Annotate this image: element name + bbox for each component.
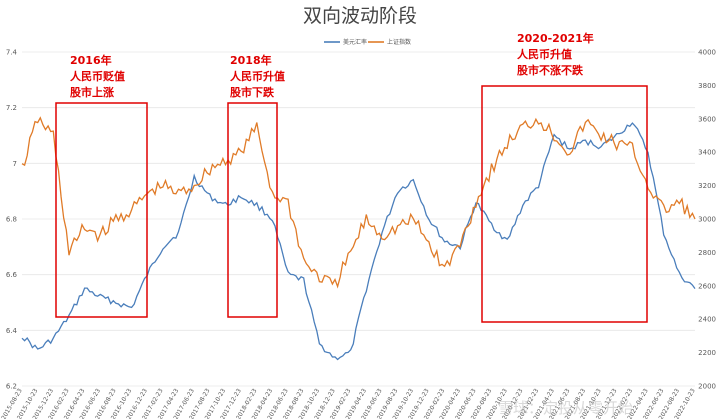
right-y-axis: 2000 2200 2400 2600 2800 3000 3200 3400 3600 3800…	[698, 49, 716, 391]
right-tick-label: 3000	[698, 216, 716, 224]
annotation-2016-year: 2016年	[70, 53, 112, 67]
left-tick-label: 7.4	[6, 49, 18, 57]
watermark: 雪球：定投从零开始	[498, 399, 633, 417]
left-y-axis: 6.2 6.4 6.6 6.8 7 7.2 7.4	[6, 49, 18, 391]
left-tick-label: 7.2	[6, 104, 17, 112]
left-tick-label: 6.6	[6, 271, 18, 279]
right-tick-label: 2200	[698, 349, 716, 357]
grid-layer	[22, 51, 695, 387]
legend: 美元汇率 上证指数	[324, 38, 411, 46]
right-tick-label: 2000	[698, 383, 716, 391]
highlight-box-2016	[55, 102, 148, 318]
left-tick-label: 6.8	[6, 216, 17, 224]
annotation-2020-currency: 人民币升值	[517, 47, 572, 61]
right-tick-label: 3600	[698, 115, 716, 123]
annotation-2020-stock: 股市不涨不跌	[517, 63, 584, 77]
left-tick-label: 7	[13, 160, 17, 168]
annotation-2020-year: 2020-2021年	[517, 31, 594, 45]
annotation-2018-stock: 股市下跌	[230, 85, 275, 99]
right-tick-label: 3800	[698, 82, 716, 90]
chart-title: 双向波动阶段	[303, 5, 417, 27]
series-layer	[21, 116, 696, 361]
right-tick-label: 3400	[698, 149, 716, 157]
right-tick-label: 2400	[698, 316, 716, 324]
annotation-2018-year: 2018年	[230, 53, 272, 67]
right-tick-label: 2600	[698, 282, 716, 290]
series-line-usd-rate	[21, 122, 696, 361]
annotation-2018-currency: 人民币升值	[230, 69, 285, 83]
annotation-2016-currency: 人民币贬值	[70, 69, 125, 83]
left-tick-label: 6.4	[6, 327, 18, 335]
series-line-sse-index	[21, 116, 696, 289]
right-tick-label: 3200	[698, 182, 716, 190]
highlight-box-2018	[227, 102, 278, 318]
annotation-2016-stock: 股市上涨	[70, 85, 114, 99]
legend-label-sse-index: 上证指数	[387, 38, 411, 46]
right-tick-label: 4000	[698, 49, 716, 57]
left-tick-label: 6.2	[6, 383, 17, 391]
highlight-box-2020-2021	[481, 85, 648, 323]
legend-label-usd-rate: 美元汇率	[343, 38, 367, 46]
right-tick-label: 2800	[698, 249, 716, 257]
